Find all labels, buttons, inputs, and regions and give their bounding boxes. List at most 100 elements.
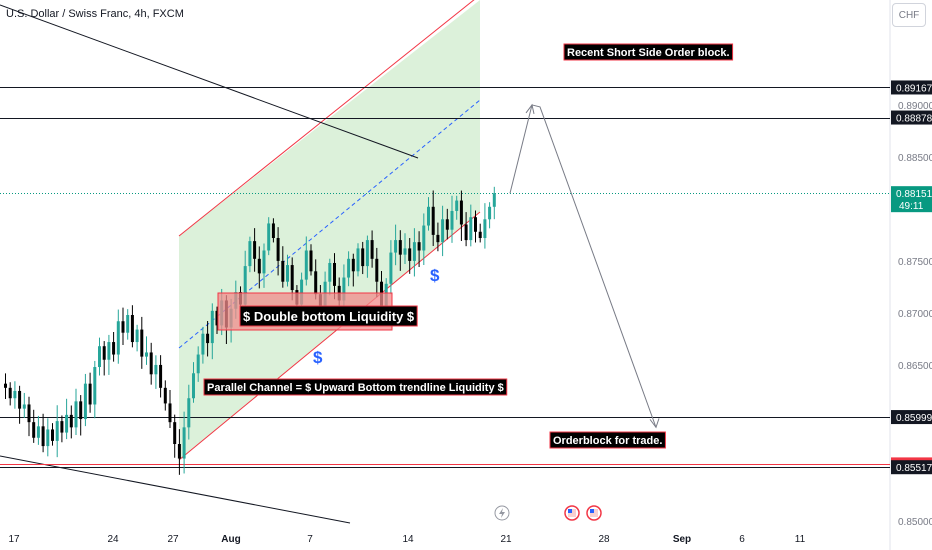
candle-body	[102, 346, 106, 360]
candle-body	[276, 238, 280, 261]
candle-body	[281, 260, 285, 282]
us-flag-icon-canton	[590, 509, 594, 513]
price-tick-label: 0.88500	[898, 153, 932, 164]
candle-body	[389, 252, 393, 284]
candle-body	[168, 403, 172, 423]
candle-body	[427, 206, 430, 226]
candle-body	[300, 279, 304, 305]
candle-body	[4, 383, 7, 388]
candle-body	[469, 217, 473, 241]
candle-body	[140, 329, 144, 357]
descending-trendline-upper	[0, 4, 419, 159]
projection-arrowhead-down	[649, 418, 660, 429]
candle-body	[286, 265, 289, 282]
candle-body	[196, 354, 200, 374]
candle-body	[394, 240, 398, 253]
candle-body	[107, 342, 111, 360]
candle-body	[271, 223, 275, 239]
recent-order-block-label-text: Recent Short Side Order block.	[567, 47, 730, 59]
candle-body	[8, 387, 12, 399]
candle-body	[417, 242, 421, 251]
candle-body	[455, 200, 459, 211]
price-tick-label: 0.89000	[898, 101, 932, 112]
candle-body	[257, 258, 261, 274]
candle-body	[248, 241, 252, 267]
candle-body	[314, 271, 318, 295]
price-tick-label: 0.86500	[898, 361, 932, 372]
candle-body	[192, 373, 195, 399]
price-tick-label: 0.85000	[898, 517, 932, 528]
candle-body	[445, 219, 449, 230]
candle-body	[436, 234, 440, 243]
currency-button[interactable]: CHF	[892, 3, 926, 27]
candle-body	[79, 401, 83, 420]
event-icons	[494, 505, 602, 521]
candle-body	[243, 266, 247, 305]
time-axis-label: 7	[307, 534, 313, 545]
candle-body	[65, 414, 69, 433]
candle-body	[422, 225, 426, 251]
price-level-badge	[891, 460, 932, 475]
candle-body	[41, 426, 45, 447]
symbol-title: U.S. Dollar / Swiss Franc, 4h, FXCM	[6, 8, 184, 20]
double-bottom-label-box	[239, 305, 418, 327]
candle-body	[290, 265, 294, 291]
candle-body	[112, 342, 116, 355]
candle-body	[177, 444, 181, 459]
candle-body	[459, 200, 463, 225]
candle-body	[375, 258, 379, 282]
candle-body	[262, 250, 266, 274]
candle-body	[149, 352, 153, 375]
candle-body	[55, 421, 59, 441]
candle-body	[408, 248, 412, 261]
candle-body	[27, 404, 31, 423]
candle-body	[431, 206, 435, 235]
candle-body	[333, 262, 336, 286]
candle-body	[304, 250, 308, 280]
parallel-channel-label: Parallel Channel = $ Upward Bottom trend…	[203, 378, 508, 396]
candle-body	[356, 248, 360, 272]
time-axis-label: Sep	[673, 534, 691, 545]
candle-body	[163, 387, 167, 404]
price-level-badge-text: 0.85999	[896, 413, 932, 424]
candle-body	[347, 258, 351, 278]
channel-upper-line	[178, 0, 475, 237]
time-axis-label: Aug	[221, 534, 240, 545]
candle-body	[365, 240, 369, 267]
orderblock-trade-label-text: Orderblock for trade.	[553, 435, 662, 447]
candle-body	[88, 383, 92, 405]
double-bottom-label-text: $ Double bottom Liquidity $	[243, 309, 415, 324]
candle-body	[210, 310, 214, 344]
price-level-badge-text: 0.85517	[896, 463, 932, 474]
time-axis-label: 27	[167, 534, 179, 545]
projection-arrowhead-up	[525, 103, 535, 115]
recent-order-block-label: Recent Short Side Order block.	[563, 43, 734, 61]
candle-body	[412, 242, 416, 261]
time-axis-label: 24	[107, 534, 119, 545]
channel-lower-line	[178, 211, 481, 461]
dollar-marker-upper: $	[430, 266, 440, 285]
channel-fill	[179, 0, 480, 460]
descending-trendline-lower	[0, 455, 351, 524]
lightning-icon-glyph	[499, 508, 505, 518]
candle-body	[51, 429, 54, 441]
candle-body	[46, 429, 50, 447]
candle-body	[60, 421, 64, 433]
countdown-timer: 49:11	[899, 201, 924, 212]
candle-body	[74, 401, 78, 428]
price-level-badge-text: 0.88151	[896, 189, 932, 200]
candle-body	[159, 364, 163, 388]
candle-body	[18, 390, 22, 409]
candle-body	[135, 329, 139, 343]
candle-body	[370, 240, 374, 259]
candle-body	[328, 262, 332, 282]
us-flag-icon-canton	[568, 509, 572, 513]
time-axis-label: 21	[500, 534, 512, 545]
candle-body	[154, 364, 158, 375]
time-axis-label: 14	[402, 534, 414, 545]
dollar-marker-lower: $	[313, 348, 323, 367]
orderblock-trade-label-box	[549, 431, 666, 449]
candle-body	[267, 223, 271, 251]
